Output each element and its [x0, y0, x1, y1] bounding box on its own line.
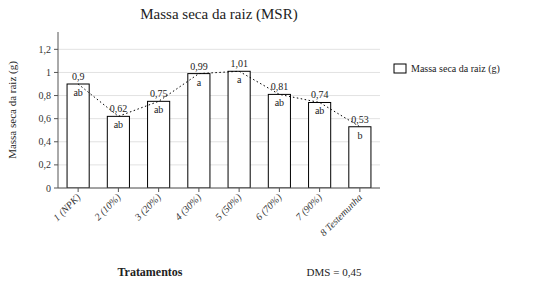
data-label: 0,75 [150, 88, 168, 99]
category-label: 7 (90%) [293, 191, 325, 223]
x-tick-mark [78, 188, 79, 192]
tick-mark [54, 95, 58, 96]
legend: Massa seca da raiz (g) [394, 63, 500, 75]
bar [309, 102, 331, 188]
grid-line [58, 49, 380, 50]
letter-label: ab [154, 104, 163, 115]
tick-label: 0,4 [39, 136, 52, 147]
tick-mark [54, 188, 58, 189]
x-tick-mark [158, 188, 159, 192]
bar [268, 94, 290, 188]
category-label: 1 (NPK) [51, 191, 84, 224]
category-label: 3 (20%) [132, 191, 165, 224]
grid-line [58, 141, 380, 142]
bar [188, 74, 210, 188]
letter-label: ab [73, 87, 82, 98]
tick-label: 0,2 [39, 159, 52, 170]
grid-line [58, 164, 380, 165]
letter-label: a [237, 74, 242, 85]
bar [349, 127, 371, 188]
letter-label: ab [114, 119, 123, 130]
legend-swatch [394, 64, 406, 73]
x-axis-line [58, 188, 380, 189]
chart: Massa seca da raiz (MSR)00,20,40,60,811,… [0, 0, 547, 284]
x-tick-mark [359, 188, 360, 192]
tick-mark [54, 141, 58, 142]
tick-label: 1,2 [39, 44, 52, 55]
category-label: 5 (50%) [213, 191, 245, 223]
tick-label: 0,6 [39, 113, 52, 124]
x-tick-mark [118, 188, 119, 192]
data-label: 0,62 [110, 103, 128, 114]
tick-mark [54, 164, 58, 165]
letter-label: b [357, 130, 362, 141]
data-label: 1,01 [230, 58, 248, 69]
grid-line [58, 118, 380, 119]
data-label: 0,81 [271, 81, 289, 92]
bar [67, 84, 89, 188]
grid-line [58, 72, 380, 73]
data-label: 0,53 [351, 114, 369, 125]
category-label: 6 (70%) [253, 191, 285, 223]
legend-label: Massa seca da raiz (g) [411, 63, 500, 75]
x-tick-mark [239, 188, 240, 192]
data-label: 0,99 [190, 61, 208, 72]
tick-label: 1 [46, 67, 51, 78]
letter-label: ab [315, 105, 324, 116]
x-axis-label: Tratamentos [117, 265, 182, 279]
y-axis-label: Massa seca da raiz (g) [6, 61, 19, 159]
letter-label: a [197, 77, 202, 88]
data-label: 0,74 [311, 89, 329, 100]
category-label: 2 (10%) [92, 191, 124, 223]
category-label: 4 (30%) [173, 191, 205, 223]
x-tick-mark [319, 188, 320, 192]
category-label: 8 Testemunha [318, 192, 365, 239]
grid-line [58, 95, 380, 96]
tick-label: 0,8 [39, 90, 52, 101]
tick-mark [54, 118, 58, 119]
title: Massa seca da raiz (MSR) [140, 6, 297, 23]
y-axis-line [58, 32, 59, 188]
letter-label: ab [275, 97, 284, 108]
annotation: DMS = 0,45 [307, 266, 362, 278]
x-tick-mark [198, 188, 199, 192]
bar [107, 116, 129, 188]
x-tick-mark [279, 188, 280, 192]
bar [228, 71, 250, 188]
tick-mark [54, 49, 58, 50]
plot-area [67, 71, 371, 188]
data-label: 0,9 [72, 71, 85, 82]
grid-line [58, 188, 380, 189]
tick-label: 0 [46, 183, 51, 194]
y-axis: 00,20,40,60,811,2 [39, 44, 381, 194]
bar [148, 101, 170, 188]
tick-mark [54, 72, 58, 73]
